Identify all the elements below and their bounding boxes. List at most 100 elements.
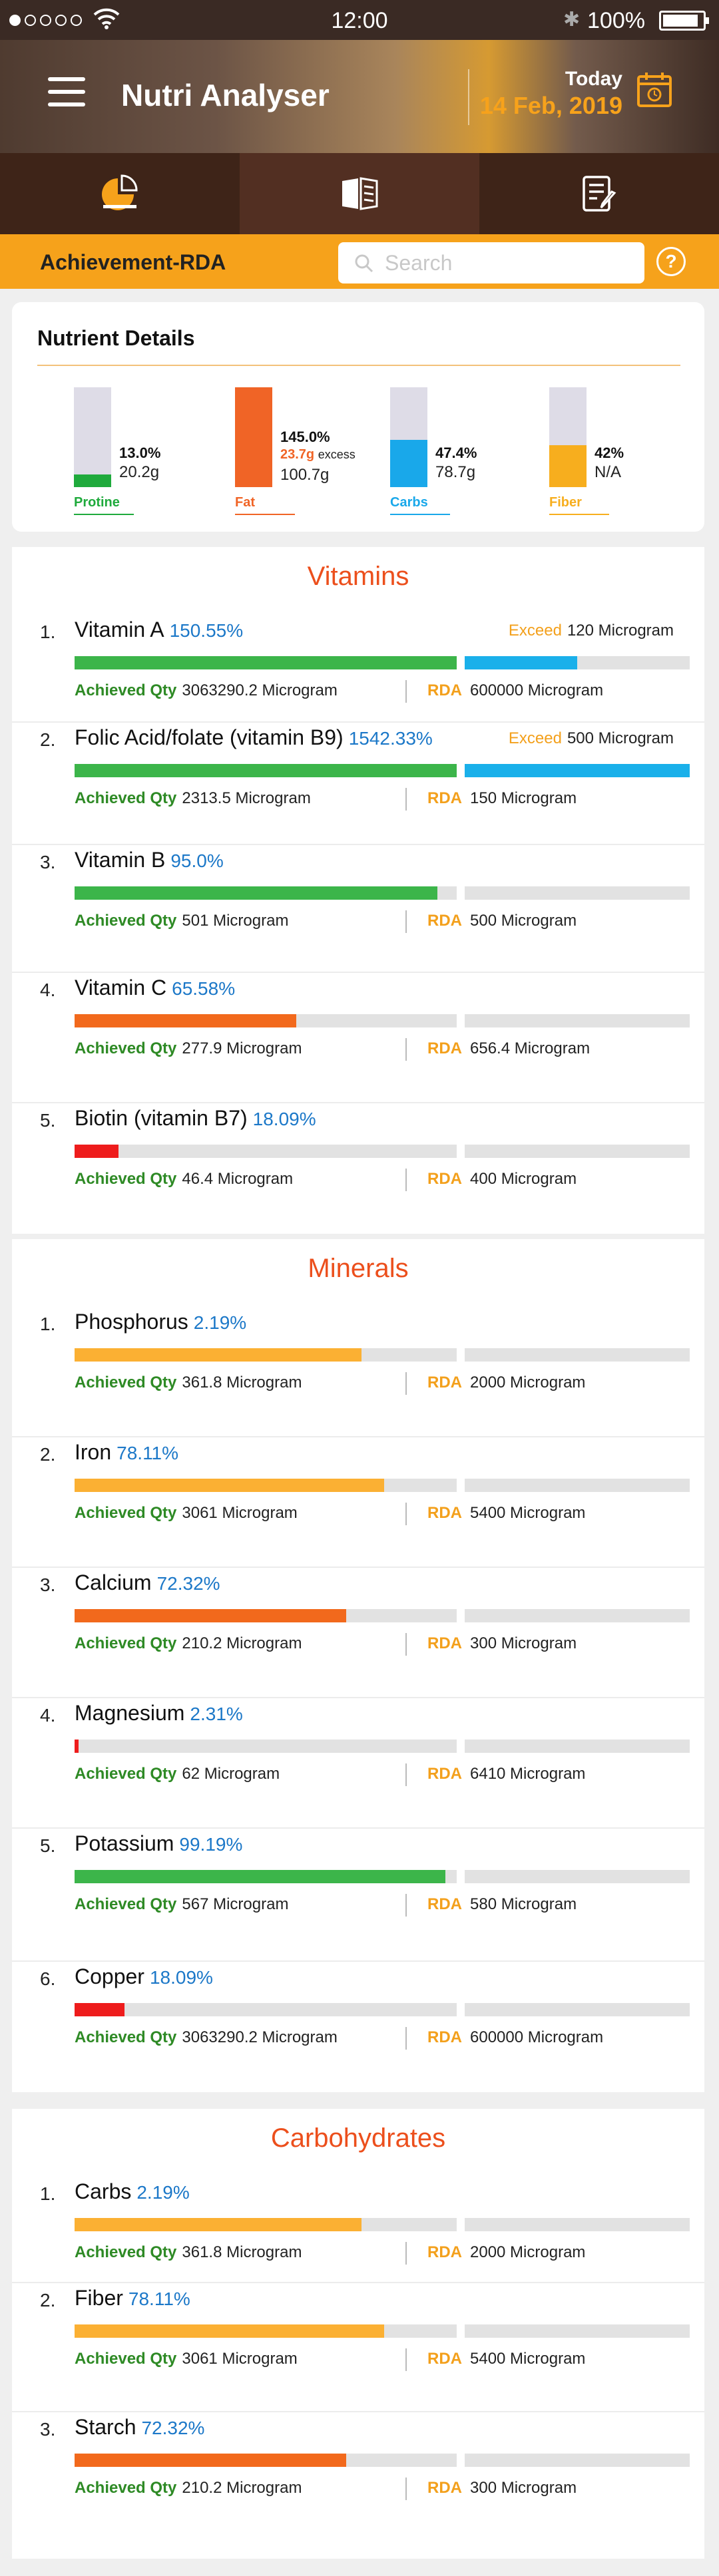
- achieved-bar: [75, 1014, 457, 1027]
- achieved-qty: Achieved Qty 277.9 Microgram: [75, 1039, 302, 1058]
- nutrient-row[interactable]: 1. Carbs 2.19% Achieved Qty 361.8 Microgram R…: [12, 2177, 704, 2283]
- today-date[interactable]: 14 Feb, 2019: [479, 92, 622, 119]
- rda-value: 300 Microgram: [470, 1634, 577, 1652]
- row-divider: [12, 1102, 704, 1103]
- status-bar: 12:00 ✱ 100%: [0, 0, 719, 40]
- nutrient-label: Protine: [74, 495, 120, 510]
- nutrient-name: Biotin (vitamin B7) 18.09%: [75, 1106, 316, 1131]
- rda-value: 5400 Microgram: [470, 1504, 586, 1522]
- nutrient-name: Fiber 78.11%: [75, 2286, 190, 2310]
- tab-achievement[interactable]: [0, 153, 240, 234]
- row-divider: [12, 1566, 704, 1568]
- calendar-icon[interactable]: [636, 71, 672, 108]
- nutrient-name: Copper 18.09%: [75, 1964, 213, 1989]
- nutrient-name: Carbs 2.19%: [75, 2179, 190, 2204]
- row-number: 1.: [40, 1314, 56, 1334]
- nutrient-row[interactable]: 6. Copper 18.09% Achieved Qty 3063290.2 Micr…: [12, 1962, 704, 2092]
- nutrient-percent: 78.11%: [117, 1443, 179, 1463]
- page-title: Achievement-RDA: [40, 250, 226, 274]
- nutrient-name: Magnesium 2.31%: [75, 1701, 243, 1726]
- nutrient-item-protine[interactable]: 13.0% 20.2g Protine: [74, 387, 220, 520]
- nutrient-percent: 145.0%: [280, 429, 330, 445]
- nutrient-item-carbs[interactable]: 47.4% 78.7g Carbs: [390, 387, 537, 520]
- achieved-label: Achieved Qty: [75, 1374, 177, 1391]
- excess-bar: [465, 2454, 690, 2467]
- nutrient-item-fiber[interactable]: 42% N/A Fiber: [549, 387, 696, 520]
- achieved-qty: Achieved Qty 210.2 Microgram: [75, 2479, 302, 2497]
- rda-qty: RDA 6410 Microgram: [427, 1765, 585, 1783]
- nutrient-row[interactable]: 4. Magnesium 2.31% Achieved Qty 62 Microgram…: [12, 1698, 704, 1829]
- pie-chart-icon: [102, 174, 138, 210]
- achieved-bar-fill: [75, 656, 457, 669]
- rda-label: RDA: [427, 1895, 462, 1913]
- achieved-bar: [75, 1609, 457, 1622]
- achieved-bar: [75, 886, 457, 900]
- nutrient-row[interactable]: 5. Potassium 99.19% Achieved Qty 567 Microgr…: [12, 1829, 704, 1962]
- achieved-bar: [75, 764, 457, 777]
- achieved-label: Achieved Qty: [75, 2028, 177, 2046]
- divider: [405, 1763, 407, 1786]
- rda-value: 150 Microgram: [470, 789, 577, 807]
- help-icon[interactable]: ?: [656, 247, 686, 276]
- divider: [405, 680, 407, 703]
- rda-value: 400 Microgram: [470, 1170, 577, 1188]
- nutrient-row[interactable]: 3. Calcium 72.32% Achieved Qty 210.2 Microgr…: [12, 1568, 704, 1698]
- exceed-value: 120 Microgram: [567, 622, 674, 640]
- nutrient-row[interactable]: 2. Fiber 78.11% Achieved Qty 3061 Microgram R…: [12, 2283, 704, 2412]
- nutrient-row[interactable]: 1. Phosphorus 2.19% Achieved Qty 361.8 Micro…: [12, 1307, 704, 1437]
- achieved-qty: Achieved Qty 3061 Microgram: [75, 1504, 298, 1523]
- achieved-label: Achieved Qty: [75, 2350, 177, 2368]
- nutrient-row[interactable]: 2. Folic Acid/folate (vitamin B9) 1542.33%…: [12, 723, 704, 845]
- tab-book[interactable]: [240, 153, 479, 234]
- search-input[interactable]: [385, 249, 631, 277]
- achieved-bar-fill: [75, 1014, 296, 1027]
- nutrient-row[interactable]: 3. Vitamin B 95.0% Achieved Qty 501 Microgra…: [12, 845, 704, 973]
- excess-bar: [465, 2003, 690, 2016]
- rda-qty: RDA 5400 Microgram: [427, 2350, 585, 2368]
- tab-notes[interactable]: [479, 153, 719, 234]
- row-divider: [12, 844, 704, 845]
- row-number: 1.: [40, 622, 56, 642]
- menu-icon[interactable]: [48, 77, 85, 106]
- exceed-value: 500 Microgram: [567, 729, 674, 747]
- achieved-qty: Achieved Qty 361.8 Microgram: [75, 2243, 302, 2262]
- nutrient-item-fat[interactable]: 145.0% 23.7g excess 100.7g Fat: [235, 387, 381, 520]
- nutrient-name: Iron 78.11%: [75, 1440, 178, 1465]
- divider: [405, 788, 407, 811]
- achieved-value: 277.9 Microgram: [182, 1039, 302, 1057]
- nutrient-percent: 42%: [595, 445, 624, 461]
- excess-bar: [465, 1609, 690, 1622]
- row-divider: [12, 2411, 704, 2412]
- achieved-bar-fill: [75, 1870, 445, 1883]
- rda-label: RDA: [427, 912, 462, 930]
- row-number: 3.: [40, 1574, 56, 1595]
- nutrient-row[interactable]: 3. Starch 72.32% Achieved Qty 210.2 Microgra…: [12, 2412, 704, 2559]
- rda-qty: RDA 150 Microgram: [427, 789, 577, 808]
- search-box[interactable]: [338, 242, 644, 283]
- rda-qty: RDA 400 Microgram: [427, 1170, 577, 1189]
- divider: [405, 2348, 407, 2371]
- excess-bar: [465, 1870, 690, 1883]
- nutrient-row[interactable]: 1. Vitamin A 150.55% Exceed 120 Microgram Ach…: [12, 615, 704, 723]
- nutrient-row[interactable]: 5. Biotin (vitamin B7) 18.09% Achieved Qty 4…: [12, 1103, 704, 1234]
- achieved-value: 46.4 Microgram: [182, 1170, 294, 1188]
- nutrient-qty: 20.2g: [119, 463, 160, 481]
- achieved-value: 3061 Microgram: [182, 1504, 298, 1522]
- row-number: 2.: [40, 2290, 56, 2310]
- achieved-value: 567 Microgram: [182, 1895, 289, 1913]
- divider: [405, 1169, 407, 1191]
- nutrient-gauge-fill: [390, 439, 427, 487]
- achieved-label: Achieved Qty: [75, 1895, 177, 1913]
- nutrient-qty: 100.7g: [280, 466, 330, 484]
- nutrient-underline: [74, 514, 134, 515]
- rda-qty: RDA 600000 Microgram: [427, 2028, 603, 2047]
- nutrient-row[interactable]: 4. Vitamin C 65.58% Achieved Qty 277.9 Micro…: [12, 973, 704, 1103]
- achieved-value: 3063290.2 Microgram: [182, 681, 338, 699]
- rda-qty: RDA 2000 Microgram: [427, 1374, 585, 1392]
- section-title: Carbohydrates: [270, 2123, 446, 2153]
- rda-qty: RDA 580 Microgram: [427, 1895, 577, 1914]
- nutrient-row[interactable]: 2. Iron 78.11% Achieved Qty 3061 Microgram RD…: [12, 1437, 704, 1568]
- nutrient-name: Vitamin C 65.58%: [75, 976, 235, 1000]
- rda-label: RDA: [427, 1634, 462, 1652]
- achieved-label: Achieved Qty: [75, 1170, 177, 1188]
